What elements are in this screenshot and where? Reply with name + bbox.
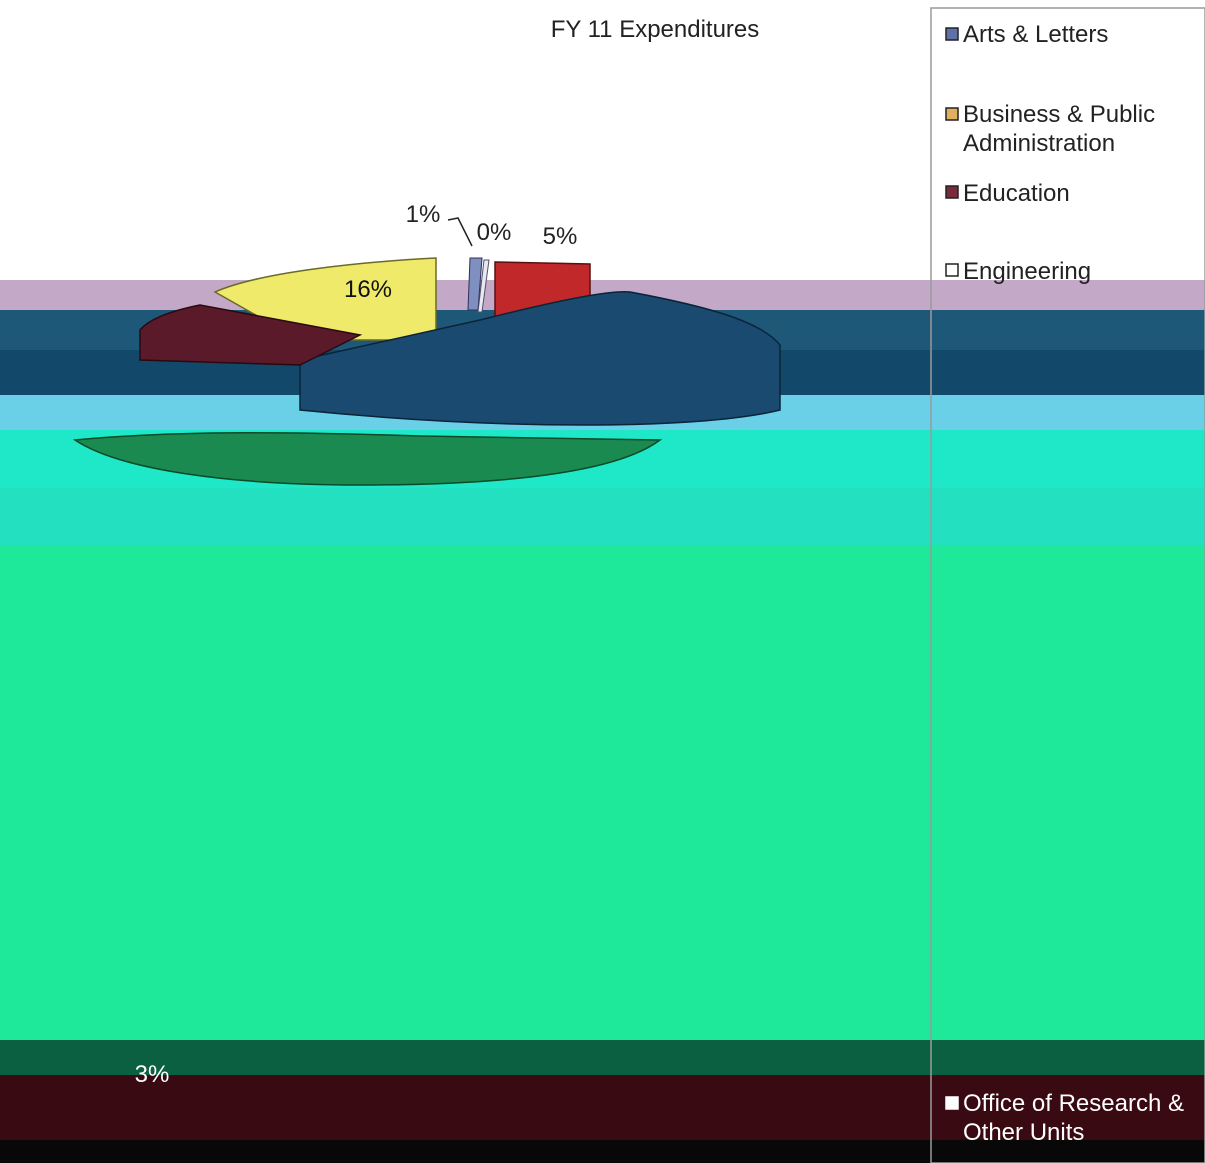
data-label-1-leader: [447, 217, 473, 247]
pie-slice-0: [477, 259, 490, 313]
data-labels: 1% 0% 5% 16% 3%: [135, 201, 578, 1088]
data-label-16: 16%: [344, 276, 392, 303]
legend-label-research: Office of Research & Other Units: [963, 1090, 1191, 1146]
legend-swatch-education: [945, 185, 959, 199]
legend-label-education: Education: [963, 180, 1070, 207]
chart-title: FY 11 Expenditures: [551, 16, 760, 43]
data-label-1: 1%: [406, 201, 441, 228]
legend-box: [930, 7, 1205, 1163]
legend-label-arts: Arts & Letters: [963, 21, 1108, 48]
pie: [72, 257, 781, 486]
data-label-5: 5%: [543, 223, 578, 250]
legend-swatch-business: [945, 107, 959, 121]
legend-swatch-arts: [945, 27, 959, 41]
data-label-3: 3%: [135, 1061, 170, 1088]
pie-slice-green: [72, 431, 663, 486]
pie-slice-maroon: [139, 304, 363, 366]
data-label-0: 0%: [477, 219, 512, 246]
legend-swatch-engineering: [945, 263, 959, 277]
legend-label-engineering: Engineering: [963, 258, 1091, 285]
legend-label-business: Business & Public Administration: [963, 101, 1162, 157]
legend-swatch-research: [945, 1096, 959, 1110]
pie-slice-large-blue: [299, 291, 781, 426]
legend: Arts & Letters Business & Public Adminis…: [930, 7, 1205, 1163]
